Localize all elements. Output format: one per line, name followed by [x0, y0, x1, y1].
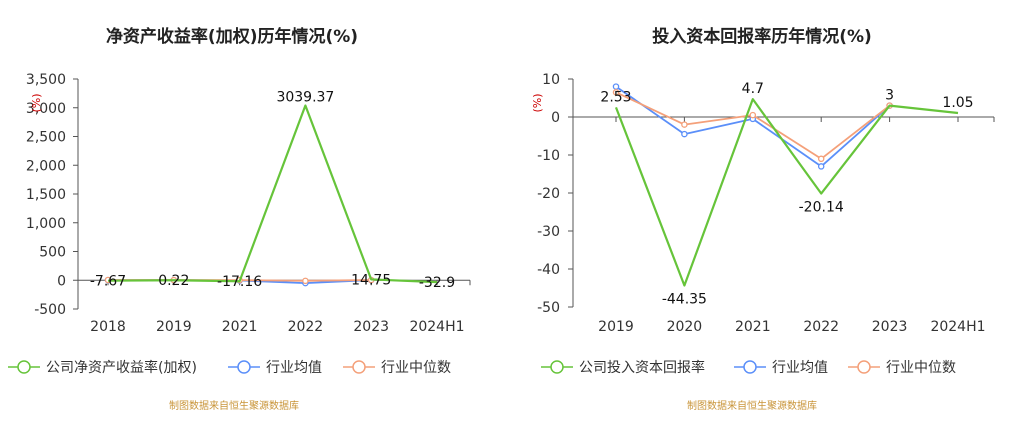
- y-tick-label: 1,000: [26, 216, 66, 232]
- series-point-1: [681, 130, 688, 138]
- x-tick-label: 2023: [872, 319, 908, 335]
- series-point-2: [302, 277, 309, 285]
- data-label: -20.14: [799, 200, 844, 216]
- legend-label: 行业中位数: [886, 360, 956, 376]
- roe-chart: 净资产收益率(加权)历年情况(%) 3,500 3,000 2,500 2,000 1,5…: [8, 26, 471, 412]
- legend-label: 行业均值: [772, 360, 828, 376]
- legend-swatch-marker: [743, 360, 757, 374]
- series-line-0: [107, 104, 438, 284]
- x-tick-label: 2019: [156, 319, 192, 335]
- y-tick-label: 500: [39, 245, 66, 261]
- legend-label: 行业均值: [266, 360, 322, 376]
- series-point-2: [749, 111, 757, 119]
- legend-swatch-marker: [237, 360, 251, 374]
- y-unit-label: (%): [30, 93, 43, 112]
- x-tick-label: 2022: [803, 319, 839, 335]
- x-tick-label: 2019: [598, 319, 634, 335]
- legend-label: 公司投入资本回报率: [579, 359, 705, 376]
- legend-label: 行业中位数: [381, 360, 451, 376]
- y-tick-label: -500: [34, 302, 66, 318]
- series-point-2: [817, 155, 825, 163]
- y-tick-label: 3,500: [26, 72, 66, 88]
- chart-title: 净资产收益率(加权)历年情况(%): [106, 26, 358, 47]
- y-tick-label: 1,500: [26, 187, 66, 203]
- legend-swatch-marker: [550, 360, 564, 374]
- y-tick-label: 2,000: [26, 158, 66, 174]
- y-tick-label: 0: [57, 273, 66, 289]
- data-label: 2.53: [600, 89, 631, 105]
- x-tick-label: 2021: [735, 319, 771, 335]
- series-point-1: [817, 163, 825, 170]
- data-label: -44.35: [662, 292, 707, 308]
- y-tick-label: 10: [542, 72, 560, 88]
- data-label: -7.67: [90, 274, 126, 290]
- y-tick-label: -20: [537, 186, 560, 202]
- legend-swatch-marker: [17, 360, 31, 374]
- data-label: 14.75: [351, 272, 391, 288]
- legend-swatch-marker: [352, 360, 366, 374]
- series-point-2: [612, 89, 620, 96]
- y-tick-label: 3,000: [26, 101, 66, 117]
- x-tick-label: 2024H1: [930, 319, 985, 335]
- series-line-0: [614, 98, 959, 287]
- source-note: 制图数据来自恒生聚源数据库: [687, 399, 817, 412]
- x-tick-label: 2018: [90, 319, 126, 335]
- legend-label: 公司净资产收益率(加权): [46, 359, 197, 376]
- y-tick-label: -30: [537, 224, 560, 240]
- y-tick-label: 0: [551, 110, 560, 126]
- chart-title: 投入资本回报率历年情况(%): [652, 26, 872, 47]
- x-tick-label: 2022: [288, 319, 324, 335]
- data-label: 3: [885, 88, 894, 104]
- y-tick-label: -50: [537, 300, 560, 316]
- series-point-2: [681, 121, 688, 128]
- data-label: -17.16: [217, 274, 262, 290]
- legend-swatch-marker: [857, 360, 871, 374]
- y-unit-label: (%): [531, 93, 544, 112]
- y-tick-label: -10: [537, 148, 560, 164]
- x-tick-label: 2023: [353, 319, 389, 335]
- data-label: 0.22: [158, 273, 189, 289]
- source-note: 制图数据来自恒生聚源数据库: [169, 399, 299, 412]
- data-label: 4.7: [742, 81, 764, 97]
- x-tick-label: 2020: [667, 319, 703, 335]
- y-tick-label: -40: [537, 262, 560, 278]
- x-tick-label: 2024H1: [409, 319, 464, 335]
- y-tick-label: 2,500: [26, 130, 66, 146]
- roic-chart: 投入资本回报率历年情况(%) 10 0 -10 -20 -30 -40 -50 2019 2020…: [531, 26, 995, 412]
- data-label: -32.9: [419, 275, 455, 291]
- data-label: 1.05: [942, 95, 973, 111]
- data-label: 3039.37: [276, 89, 334, 105]
- x-tick-label: 2021: [222, 319, 258, 335]
